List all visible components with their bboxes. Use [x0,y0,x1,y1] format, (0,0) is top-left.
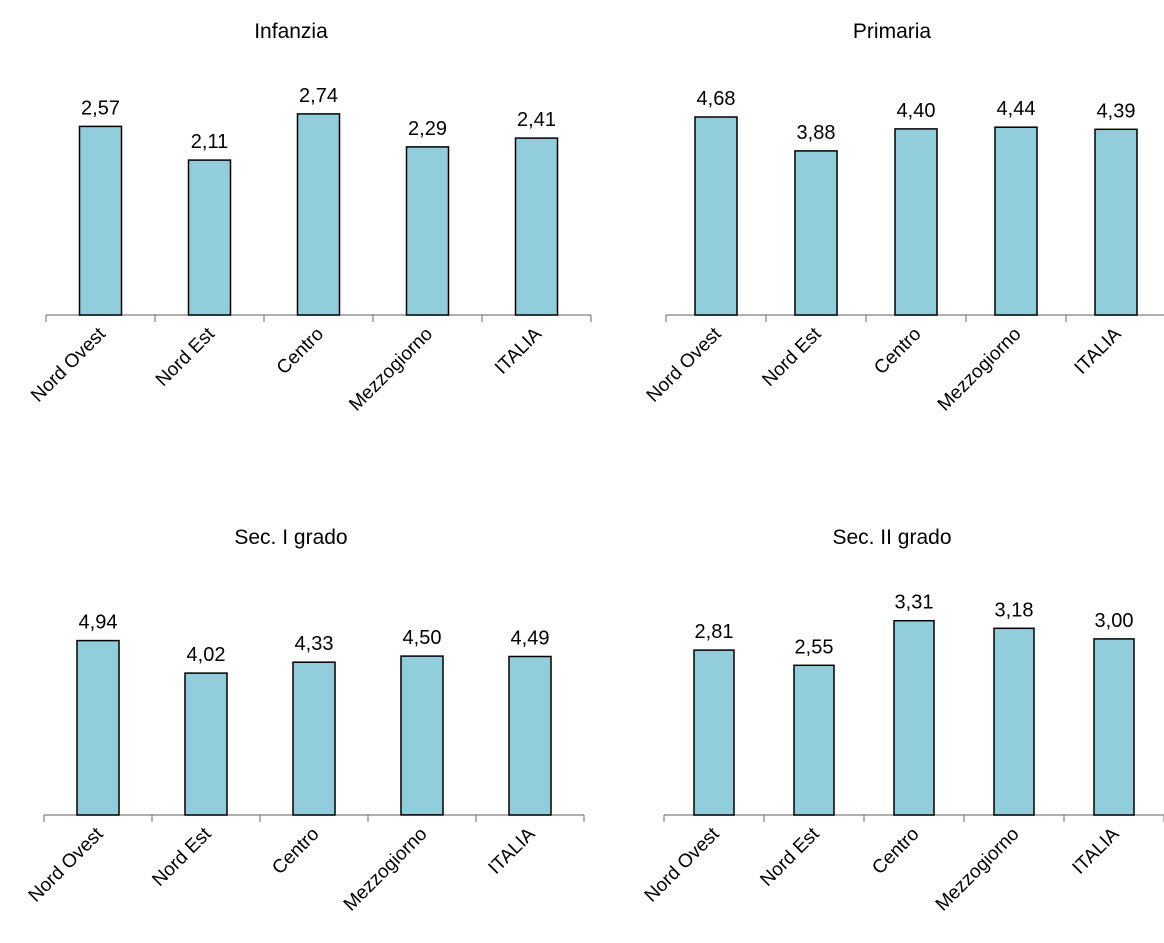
category-label: Centro [870,324,925,379]
chart-title: Primaria [853,20,931,43]
bar-italia [1093,638,1135,816]
data-label: 3,00 [1095,610,1134,632]
data-label: 4,33 [295,633,334,655]
bar-nord-ovest [76,639,120,816]
category-label: Mezzogiorno [340,824,432,916]
data-label: 2,81 [695,621,734,643]
bar-nord-ovest [694,116,738,316]
data-label: 3,18 [995,599,1034,621]
data-label: 3,31 [895,592,934,614]
chart-title: Sec. I grado [234,526,347,549]
bar-mezzogiorno [993,627,1035,816]
bar-centro [292,661,336,816]
chart-panel-2: Sec. I grado 4,94 Nord Ovest 4,02 Nord Est 4,… [25,526,585,916]
bar-mezzogiorno [405,146,450,316]
category-label: Nord Ovest [643,323,726,406]
category-label: Centro [273,324,328,379]
chart-panel-1: Primaria 4,68 Nord Ovest 3,88 Nord Est 4,40 Ce… [643,20,1164,415]
category-label: ITALIA [1069,823,1124,878]
data-label: 2,41 [517,109,556,131]
bar-mezzogiorno [400,655,444,816]
bar-italia [508,655,552,816]
bar-nord-est [187,159,232,316]
data-label: 4,40 [897,100,936,122]
category-label: Nord Est [756,823,824,891]
data-label: 4,50 [403,627,442,649]
category-label: Mezzogiorno [932,824,1024,916]
category-label: Centro [868,824,923,879]
data-label: 4,68 [697,88,736,110]
bar-mezzogiorno [994,126,1038,316]
bar-nord-ovest [78,125,123,316]
data-label: 4,49 [511,628,550,650]
category-label: Nord Est [148,823,216,891]
category-label: Nord Ovest [641,823,724,906]
data-label: 2,11 [191,131,228,153]
data-label: 2,74 [299,85,338,107]
category-label: Mezzogiorno [345,324,437,416]
data-label: 4,39 [1097,100,1136,122]
data-label: 4,94 [79,612,118,634]
bar-nord-ovest [693,649,735,816]
data-label: 2,57 [81,97,120,119]
bar-nord-est [184,672,228,816]
bar-nord-est [793,664,835,816]
category-label: Nord Ovest [25,823,108,906]
category-label: ITALIA [1071,323,1126,378]
data-label: 4,44 [997,98,1036,120]
category-label: Nord Ovest [27,323,110,406]
data-label: 4,02 [187,644,226,666]
category-label: Nord Est [152,323,220,391]
chart-panel-0: Infanzia 2,57 Nord Ovest 2,11 Nord Est 2,74 Ce… [27,20,592,416]
bar-nord-est [794,150,838,316]
bar-centro [893,619,935,816]
category-label: ITALIA [485,823,540,878]
category-label: Mezzogiorno [934,324,1026,416]
bar-centro [296,113,341,316]
data-label: 3,88 [797,122,836,144]
bar-centro [894,128,938,316]
chart-panel-3: Sec. II grado 2,81 Nord Ovest 2,55 Nord Est 3… [641,526,1164,915]
data-label: 2,29 [408,118,447,140]
data-label: 2,55 [795,636,834,658]
bar-italia [514,137,559,316]
chart-title: Sec. II grado [832,526,951,549]
bar-italia [1094,128,1138,316]
category-label: Nord Est [758,323,826,391]
chart-title: Infanzia [254,20,328,43]
category-label: Centro [268,824,323,879]
category-label: ITALIA [491,323,546,378]
